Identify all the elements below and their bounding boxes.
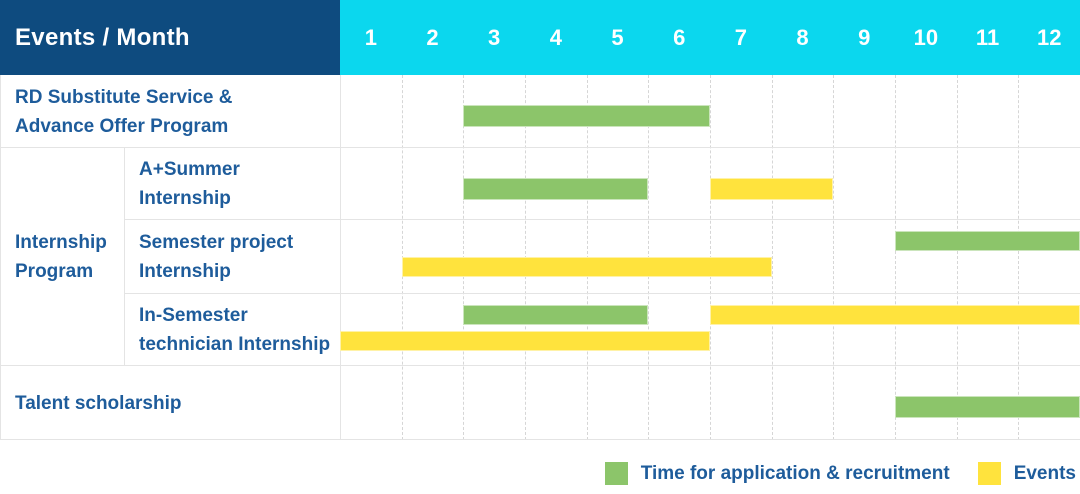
label-column-divider: [340, 75, 341, 440]
row-label-line: technician Internship: [139, 334, 331, 355]
month-label-2: 2: [426, 24, 439, 50]
row-label-line: Advance Offer Program: [15, 115, 229, 137]
application-recruitment-bar: [895, 396, 1080, 418]
group-label-line: Internship: [15, 232, 107, 253]
group-label-line: Program: [15, 261, 94, 282]
row-label-semester-project-internship: Semester project Internship: [124, 220, 340, 294]
table-bottom-border: [0, 439, 1080, 440]
row-label-line: A+Summer: [139, 159, 240, 180]
month-gridline: [1018, 75, 1020, 440]
event-bar: [710, 178, 834, 200]
row-divider: [0, 365, 1080, 366]
row-label-rd-substitute: RD Substitute Service & Advance Offer Pr…: [0, 75, 340, 148]
month-label-3: 3: [488, 24, 501, 50]
group-label-internship-program: Internship Program: [0, 148, 124, 366]
legend-label: Time for application & recruitment: [640, 462, 950, 484]
month-label-7: 7: [734, 24, 747, 50]
row-label-line: Internship: [139, 188, 231, 209]
row-label-line: In-Semester: [139, 305, 248, 326]
month-gridline: [833, 75, 835, 440]
month-label-9: 9: [858, 24, 871, 50]
month-header-row: 1 2 3 4 5 6 7 8 9 10 11 12: [340, 0, 1080, 75]
header-events-month-cell: Events / Month: [0, 0, 340, 75]
month-gridline: [771, 75, 773, 440]
month-gridline: [895, 75, 896, 440]
legend-item: Time for application & recruitment: [604, 462, 950, 485]
month-label-12: 12: [1036, 24, 1062, 50]
row-label-line: Semester project: [139, 232, 294, 253]
row-label-a-summer-internship: A+Summer Internship: [124, 148, 340, 220]
application-recruitment-bar: [895, 231, 1080, 251]
month-label-6: 6: [673, 24, 686, 50]
month-label-8: 8: [796, 24, 809, 50]
header-title: Events / Month: [15, 23, 190, 51]
table-left-border: [0, 75, 1, 440]
month-label-10: 10: [913, 24, 939, 50]
event-bar: [710, 305, 1080, 325]
row-divider: [0, 147, 1080, 148]
event-bar: [401, 257, 772, 277]
application-recruitment-bar: [463, 305, 649, 325]
legend-item: Events: [977, 462, 1076, 485]
row-label-line: Talent scholarship: [15, 392, 182, 414]
legend-label: Events: [1013, 462, 1076, 484]
application-recruitment-bar: [463, 178, 649, 200]
month-label-5: 5: [611, 24, 624, 50]
row-label-line: RD Substitute Service &: [15, 86, 233, 108]
row-divider: [124, 293, 1080, 294]
legend-swatch-yellow: [977, 462, 1001, 485]
group-column-divider: [124, 147, 125, 366]
row-label-line: Internship: [139, 261, 231, 282]
month-label-1: 1: [364, 24, 377, 50]
month-label-4: 4: [549, 24, 562, 50]
row-label-in-semester-technician-internship: In-Semester technician Internship: [124, 294, 340, 366]
month-gridline: [956, 75, 958, 440]
row-divider: [124, 219, 1080, 220]
legend: Time for application & recruitment Events: [604, 462, 1076, 485]
legend-swatch-green: [604, 462, 628, 485]
application-recruitment-bar: [463, 105, 710, 127]
event-bar: [340, 331, 710, 351]
month-label-11: 11: [975, 24, 1000, 50]
row-label-talent-scholarship: Talent scholarship: [0, 366, 340, 440]
